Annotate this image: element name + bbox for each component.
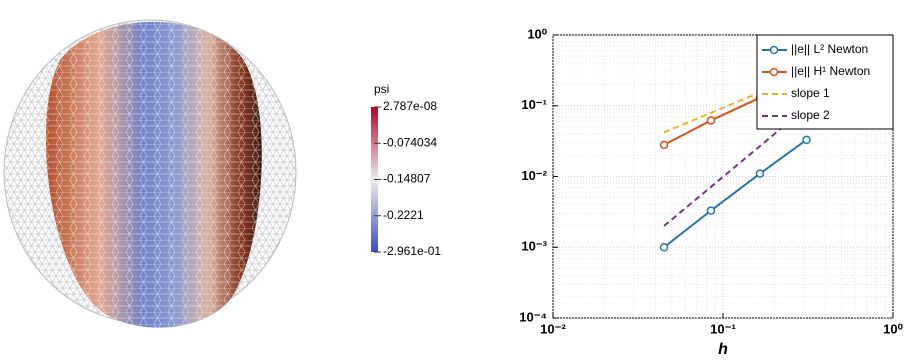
- x-axis-label: h: [718, 341, 728, 358]
- x-tick-label: 10⁰: [883, 321, 903, 336]
- colorbar-label: -0.14807: [383, 172, 431, 186]
- y-tick-label: 10⁻⁴: [519, 309, 547, 324]
- legend-label: slope 1: [791, 86, 830, 100]
- colorbar-label: -0.074034: [383, 135, 437, 149]
- colorbar-title: psi: [374, 82, 389, 96]
- marker: [708, 117, 715, 124]
- y-tick-label: 10⁻²: [521, 168, 547, 183]
- legend-marker: [771, 47, 778, 54]
- marker: [661, 141, 668, 148]
- y-tick-label: 10⁻¹: [521, 97, 547, 112]
- marker: [756, 170, 763, 177]
- marker: [803, 136, 810, 143]
- surface-mesh: [46, 22, 262, 328]
- legend-label: ||e|| H¹ Newton: [791, 64, 870, 78]
- figure: psi h 2.787e-08 -0.074034 -0.14807 -0.2221 -…: [0, 0, 910, 361]
- legend-label: ||e|| L² Newton: [791, 42, 868, 56]
- colorbar-label: -0.2221: [383, 208, 424, 222]
- legend-label: slope 2: [791, 108, 830, 122]
- page: psi h 2.787e-08 -0.074034 -0.14807 -0.2221 -…: [0, 0, 910, 361]
- render: psi: [4, 20, 389, 328]
- marker: [661, 244, 668, 251]
- marker: [708, 207, 715, 214]
- y-tick-label: 10⁰: [527, 26, 547, 41]
- legend-marker: [771, 69, 778, 76]
- colorbar-label: 2.787e-08: [383, 99, 437, 113]
- x-tick-label: 10⁻¹: [710, 321, 736, 336]
- colorbar-label: -2.961e-01: [383, 244, 441, 258]
- y-tick-label: 10⁻³: [521, 239, 547, 254]
